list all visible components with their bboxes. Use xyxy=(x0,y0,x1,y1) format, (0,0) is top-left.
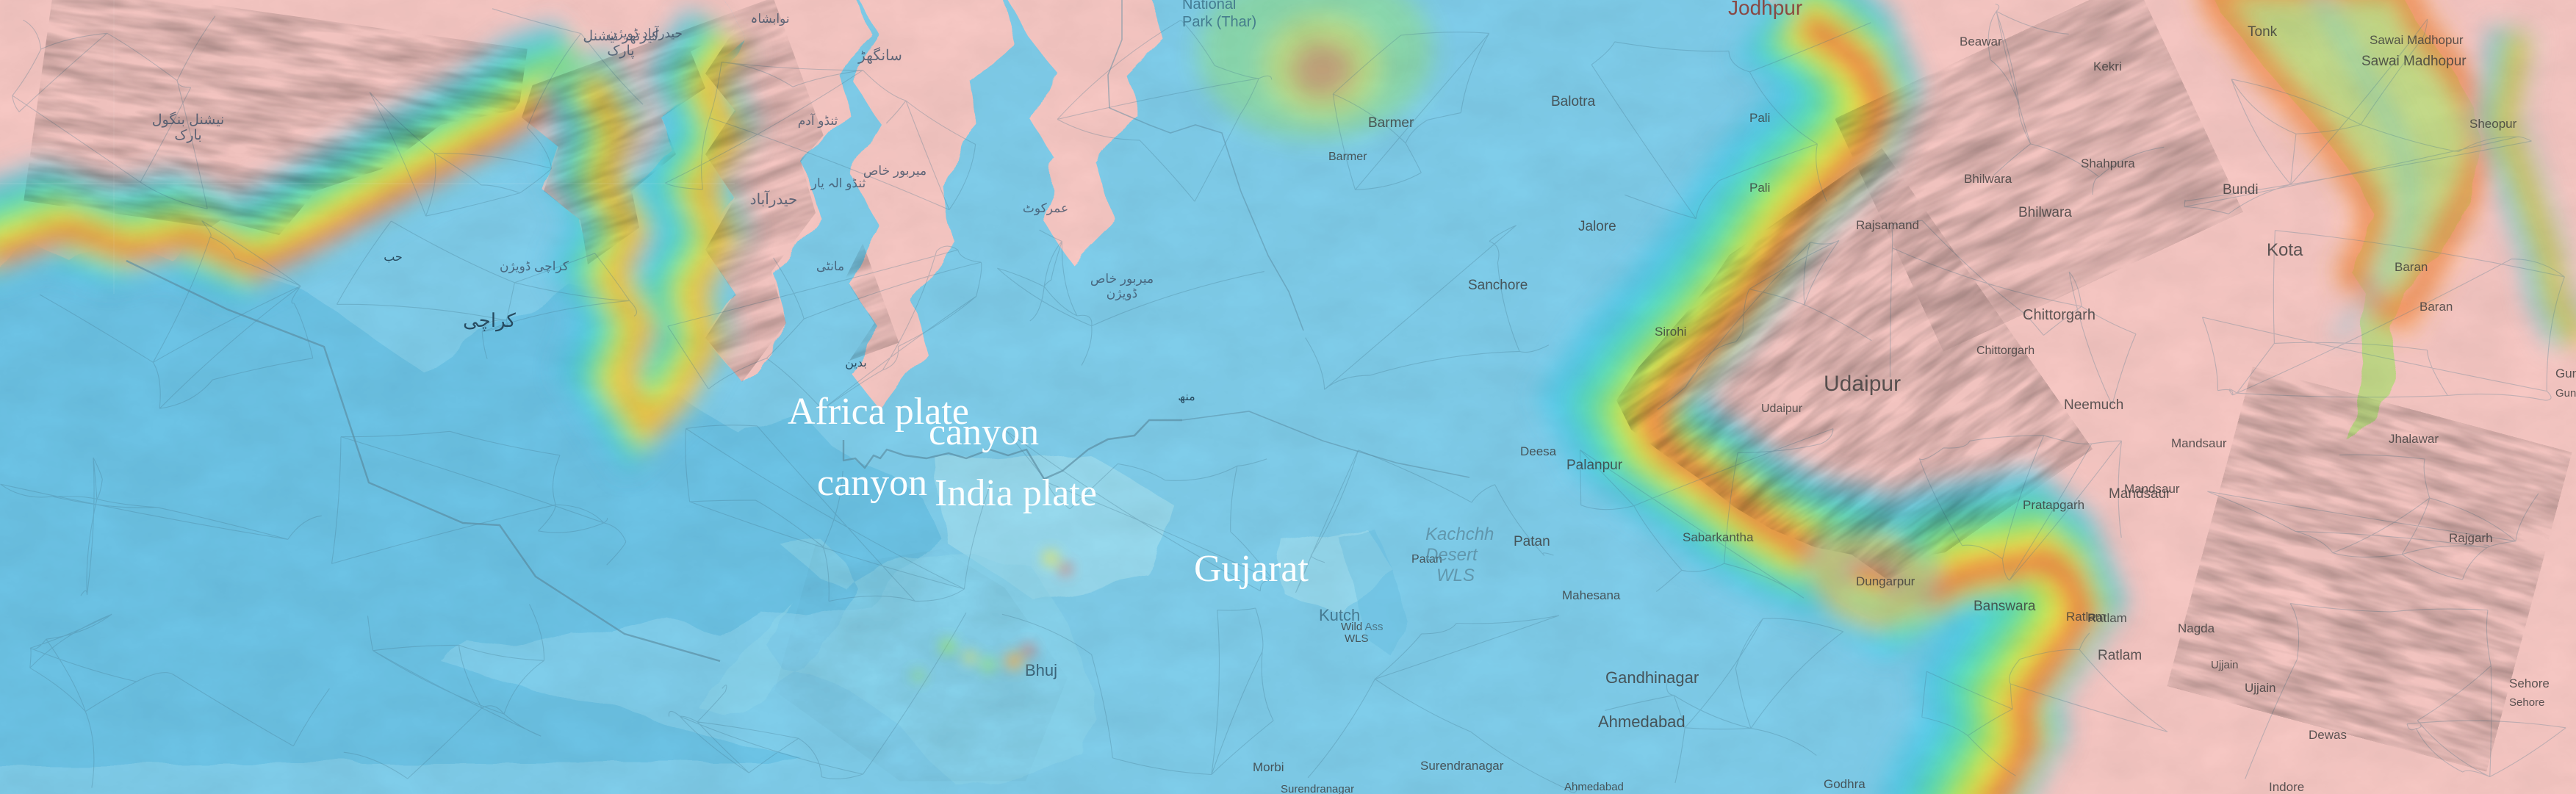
svg-text:Mahesana: Mahesana xyxy=(1562,588,1621,602)
svg-text:ڈویژن: ڈویژن xyxy=(1107,286,1137,301)
svg-text:منھ: منھ xyxy=(1178,391,1195,403)
svg-text:canyon: canyon xyxy=(817,462,927,504)
svg-text:Baran: Baran xyxy=(2420,300,2453,314)
svg-text:Bhilwara: Bhilwara xyxy=(2018,205,2072,220)
svg-text:میربور خاص: میربور خاص xyxy=(863,164,927,178)
svg-text:Desert: Desert xyxy=(1425,545,1478,565)
svg-text:حیدرآباد: حیدرآباد xyxy=(750,190,798,208)
svg-text:Jalore: Jalore xyxy=(1578,219,1616,234)
svg-text:Sheopur: Sheopur xyxy=(2469,117,2517,131)
svg-text:Nagda: Nagda xyxy=(2178,621,2215,635)
svg-text:Kachchh: Kachchh xyxy=(1425,524,1494,544)
svg-text:Rajsamand: Rajsamand xyxy=(1856,218,1919,232)
svg-text:Gandhinagar: Gandhinagar xyxy=(1605,668,1699,687)
svg-text:Tonk: Tonk xyxy=(2248,24,2278,40)
svg-text:میربور خاص: میربور خاص xyxy=(1090,272,1154,286)
svg-text:Pali: Pali xyxy=(1749,181,1770,195)
svg-text:مانٹی: مانٹی xyxy=(816,259,844,273)
svg-text:Sehore: Sehore xyxy=(2509,696,2544,709)
svg-text:Mandsaur: Mandsaur xyxy=(2109,486,2171,502)
svg-text:Beawar: Beawar xyxy=(1960,35,2002,48)
svg-text:Godhra: Godhra xyxy=(1824,777,1866,791)
svg-text:Dungarpur: Dungarpur xyxy=(1856,574,1915,588)
svg-text:Sawai Madhopur: Sawai Madhopur xyxy=(2361,54,2467,69)
svg-text:Dewas: Dewas xyxy=(2309,728,2347,742)
svg-text:Barmer: Barmer xyxy=(1368,115,1414,131)
svg-text:Udaipur: Udaipur xyxy=(1824,372,1901,396)
svg-text:Indore: Indore xyxy=(2269,780,2304,794)
svg-text:Pali: Pali xyxy=(1749,111,1770,125)
svg-text:Patan: Patan xyxy=(1514,534,1550,549)
svg-text:سانگھڑ: سانگھڑ xyxy=(857,47,902,64)
svg-text:WLS: WLS xyxy=(1436,566,1475,585)
svg-text:Chittorgarh: Chittorgarh xyxy=(1976,344,2034,357)
svg-text:Pratapgarh: Pratapgarh xyxy=(2023,498,2084,512)
svg-text:Kekri: Kekri xyxy=(2093,59,2122,73)
svg-text:Sehore: Sehore xyxy=(2509,676,2550,690)
svg-text:canyon: canyon xyxy=(929,411,1039,453)
svg-text:پارک: پارک xyxy=(607,43,634,59)
svg-text:Rajgarh: Rajgarh xyxy=(2449,531,2493,545)
svg-text:Sabarkantha: Sabarkantha xyxy=(1683,530,1754,544)
svg-text:Deesa: Deesa xyxy=(1520,444,1557,458)
svg-text:Mandsaur: Mandsaur xyxy=(2171,436,2227,450)
svg-text:Kutch: Kutch xyxy=(1319,606,1360,624)
svg-text:Surendranagar: Surendranagar xyxy=(1281,783,1354,794)
svg-text:Guna: Guna xyxy=(2555,367,2576,380)
svg-text:Ratlam: Ratlam xyxy=(2098,648,2142,663)
svg-text:Balotra: Balotra xyxy=(1551,94,1596,109)
svg-text:Jodhpur: Jodhpur xyxy=(1728,0,1802,19)
svg-text:Ratlam: Ratlam xyxy=(2066,610,2106,624)
svg-text:نیشنل بنگول: نیشنل بنگول xyxy=(152,111,225,128)
svg-text:India plate: India plate xyxy=(935,472,1097,514)
svg-text:Bundi: Bundi xyxy=(2223,182,2259,198)
svg-text:Park (Thar): Park (Thar) xyxy=(1182,14,1256,30)
svg-text:عمرکوٹ: عمرکوٹ xyxy=(1023,201,1068,216)
svg-text:بارک: بارک xyxy=(174,128,201,143)
svg-text:Neemuch: Neemuch xyxy=(2064,397,2123,413)
svg-text:Ujjain: Ujjain xyxy=(2211,659,2239,671)
svg-text:WLS: WLS xyxy=(1345,632,1369,645)
svg-text:ثنڈو آدم: ثنڈو آدم xyxy=(798,112,838,129)
svg-text:Ujjain: Ujjain xyxy=(2245,681,2276,695)
svg-text:Bhilwara: Bhilwara xyxy=(1964,172,2012,186)
svg-text:Bhuj: Bhuj xyxy=(1025,661,1057,679)
svg-text:حب: حب xyxy=(384,251,403,264)
svg-text:Shahpura: Shahpura xyxy=(2081,156,2135,170)
svg-text:Morbi: Morbi xyxy=(1253,760,1284,774)
svg-text:Guna: Guna xyxy=(2555,387,2576,400)
svg-text:کراچی: کراچی xyxy=(463,309,516,332)
svg-text:Udaipur: Udaipur xyxy=(1761,403,1803,415)
svg-text:نوابشاہ: نوابشاہ xyxy=(750,12,789,26)
svg-text:Banswara: Banswara xyxy=(1974,599,2036,614)
svg-text:Sanchore: Sanchore xyxy=(1468,278,1528,293)
svg-text:ثنڈو الہ یار: ثنڈو الہ یار xyxy=(810,176,866,191)
svg-text:کیرتھر نیشنل: کیرتھر نیشنل xyxy=(583,29,659,44)
svg-text:Chittorgarh: Chittorgarh xyxy=(2023,307,2095,323)
svg-text:Baran: Baran xyxy=(2395,260,2428,274)
svg-text:کراچی ڈویژن: کراچی ڈویژن xyxy=(500,259,569,274)
svg-text:Surendranagar: Surendranagar xyxy=(1420,759,1504,773)
svg-text:Palanpur: Palanpur xyxy=(1566,458,1623,473)
svg-text:National: National xyxy=(1182,0,1236,12)
svg-text:Gujarat: Gujarat xyxy=(1194,548,1309,590)
svg-text:Ahmedabad: Ahmedabad xyxy=(1564,781,1624,793)
svg-text:بدین: بدین xyxy=(845,357,866,369)
svg-text:Barmer: Barmer xyxy=(1328,151,1367,163)
svg-text:Ahmedabad: Ahmedabad xyxy=(1598,712,1685,731)
svg-text:Kota: Kota xyxy=(2267,240,2303,260)
svg-text:Sawai Madhopur: Sawai Madhopur xyxy=(2370,33,2464,47)
svg-text:Sirohi: Sirohi xyxy=(1655,325,1686,339)
svg-text:Jhalawar: Jhalawar xyxy=(2389,432,2439,446)
